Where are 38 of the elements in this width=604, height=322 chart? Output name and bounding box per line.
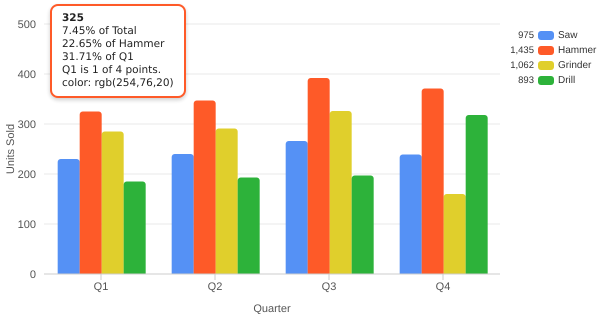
x-tick-label: Q1 <box>94 280 108 293</box>
legend-label: Hammer <box>558 45 596 56</box>
x-tick-label: Q4 <box>436 280 450 293</box>
y-tick-label: 100 <box>18 218 36 231</box>
bar <box>352 176 374 274</box>
y-tick-label: 500 <box>18 18 36 31</box>
text: 1,062 <box>509 60 534 71</box>
bar <box>422 88 444 274</box>
bar <box>124 182 146 274</box>
legend-label: Drill <box>558 75 576 86</box>
annotation: 325 7.45% of Total 22.65% of Hammer 31.71% of Q1 Q1 is 1 of 4 points. color: rgb(254,76,20) <box>62 12 174 90</box>
bar <box>194 100 216 274</box>
bar <box>466 115 488 274</box>
text: 1,435 <box>509 45 534 56</box>
bar <box>58 159 80 274</box>
y-tick-label: 0 <box>30 268 36 281</box>
legend-label: Grinder <box>558 60 592 71</box>
tooltip-box: 325 7.45% of Total 22.65% of Hammer 31.71% of Q1 Q1 is 1 of 4 points. color: rgb(254,76,20) <box>50 4 186 98</box>
y-axis-title: Units Sold <box>4 124 17 174</box>
bar <box>216 128 238 274</box>
bar <box>102 132 124 274</box>
legend-label: Saw <box>558 30 578 41</box>
x-tick-label: Q3 <box>322 280 336 293</box>
bar <box>308 78 330 274</box>
y-tick-label: 200 <box>18 168 36 181</box>
bar <box>330 111 352 274</box>
text: 893 <box>517 75 534 86</box>
bar <box>444 194 466 274</box>
bar <box>80 112 102 274</box>
bar <box>286 141 308 274</box>
x-axis-title: Quarter <box>253 303 291 315</box>
text: 975 <box>517 30 534 41</box>
bar <box>172 154 194 274</box>
bar <box>400 154 422 274</box>
x-tick-label: Q2 <box>208 280 222 293</box>
y-tick-label: 300 <box>18 118 36 131</box>
bar <box>238 178 260 274</box>
y-tick-label: 400 <box>18 68 36 81</box>
